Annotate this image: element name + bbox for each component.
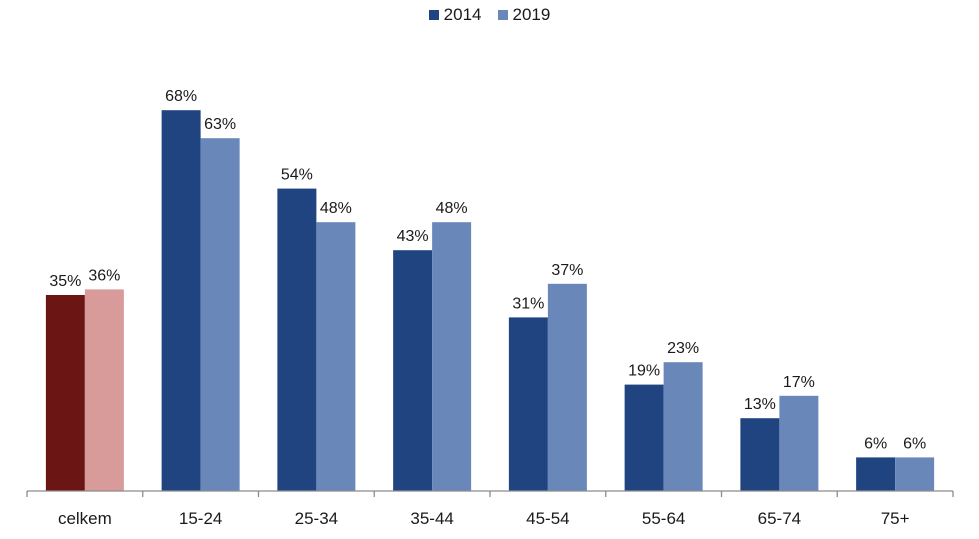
data-label-2014-25-34: 54% [281,167,313,184]
legend-label-2014: 2014 [443,5,482,24]
bar-2014-15-24 [161,110,201,491]
data-label-2019-65-74: 17% [783,374,815,391]
data-label-2019-25-34: 48% [320,200,352,217]
bar-2019-75+ [895,457,935,491]
category-label-65-74: 65-74 [758,509,801,528]
category-label-35-44: 35-44 [410,509,453,528]
data-label-2019-45-54: 37% [551,262,583,279]
data-label-2019-celkem: 36% [88,267,120,284]
bar-2019-35-44 [432,222,472,491]
bar-2019-25-34 [316,222,356,491]
category-label-45-54: 45-54 [526,509,569,528]
legend-label-2019: 2019 [512,5,551,24]
data-label-2014-celkem: 35% [49,273,81,290]
bar-2014-35-44 [393,250,433,491]
bar-2019-55-64 [663,362,703,491]
data-label-2014-15-24: 68% [165,88,197,105]
category-label-55-64: 55-64 [642,509,685,528]
data-label-2014-75+: 6% [864,435,887,452]
legend-item-2014: 2014 [428,5,482,25]
bar-2014-75+ [856,457,896,491]
bar-2019-celkem [84,289,124,491]
legend-item-2019: 2019 [497,5,551,25]
category-label-25-34: 25-34 [295,509,338,528]
data-label-2014-35-44: 43% [397,228,429,245]
bar-2014-celkem [45,295,85,491]
category-label-75+: 75+ [881,509,910,528]
category-label-15-24: 15-24 [179,509,222,528]
data-label-2014-45-54: 31% [512,295,544,312]
data-label-2014-65-74: 13% [744,396,776,413]
legend-swatch-2014 [428,10,439,20]
bar-2014-25-34 [277,188,317,491]
category-label-celkem: celkem [58,509,112,528]
data-label-2019-55-64: 23% [667,340,699,357]
data-label-2014-55-64: 19% [628,363,660,380]
bar-2019-65-74 [779,395,819,491]
bar-2014-65-74 [740,418,780,491]
data-label-2019-35-44: 48% [436,200,468,217]
legend: 2014 2019 [0,4,979,26]
bar-2014-55-64 [624,384,664,491]
bar-2014-45-54 [508,317,548,491]
data-label-2019-75+: 6% [903,435,926,452]
bar-2019-45-54 [547,283,587,491]
bar-2019-15-24 [200,138,240,491]
data-label-2019-15-24: 63% [204,116,236,133]
legend-swatch-2019 [497,10,508,20]
